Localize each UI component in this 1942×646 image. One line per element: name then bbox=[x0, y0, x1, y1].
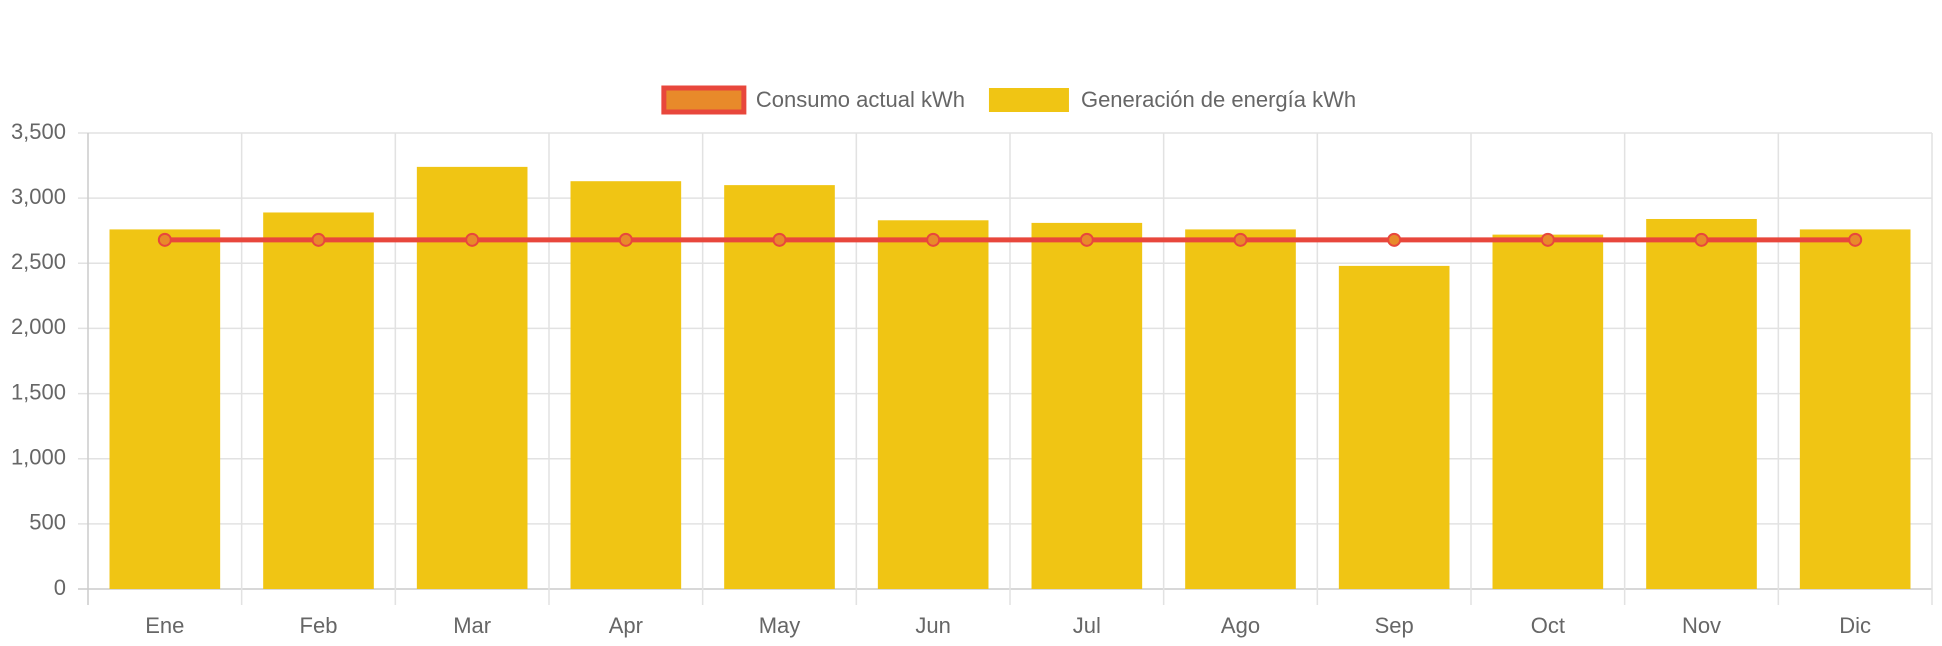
x-tick-label: Feb bbox=[300, 613, 338, 638]
x-tick-label: Jun bbox=[915, 613, 950, 638]
bar bbox=[1185, 229, 1296, 589]
line-point bbox=[926, 232, 941, 247]
bar bbox=[1492, 234, 1604, 589]
bar bbox=[1799, 229, 1911, 589]
line-point bbox=[1233, 232, 1248, 247]
bar bbox=[877, 220, 989, 589]
y-tick-label: 1,500 bbox=[11, 379, 66, 404]
x-tick-label: Oct bbox=[1531, 613, 1565, 638]
bar bbox=[570, 181, 682, 589]
bar bbox=[109, 229, 221, 589]
line-point bbox=[1694, 232, 1709, 247]
y-tick-label: 1,000 bbox=[11, 445, 66, 470]
bar bbox=[1338, 265, 1450, 589]
bar bbox=[263, 212, 374, 589]
x-tick-label: Mar bbox=[453, 613, 491, 638]
x-tick-label: Sep bbox=[1375, 613, 1414, 638]
y-tick-label: 0 bbox=[54, 575, 66, 600]
line-point bbox=[1848, 232, 1863, 247]
y-tick-label: 2,000 bbox=[11, 314, 66, 339]
bar bbox=[1031, 222, 1143, 589]
line-point bbox=[1540, 232, 1555, 247]
x-tick-label: Nov bbox=[1682, 613, 1721, 638]
y-tick-label: 2,500 bbox=[11, 249, 66, 274]
bar bbox=[724, 185, 835, 589]
line-point bbox=[465, 232, 480, 247]
x-tick-label: May bbox=[759, 613, 801, 638]
legend-label: Consumo actual kWh bbox=[756, 87, 965, 112]
line-point bbox=[1387, 232, 1402, 247]
y-tick-label: 3,000 bbox=[11, 184, 66, 209]
bar bbox=[416, 166, 528, 590]
x-tick-label: Ago bbox=[1221, 613, 1260, 638]
x-tick-label: Apr bbox=[609, 613, 643, 638]
line-point bbox=[1079, 232, 1094, 247]
legend-swatch bbox=[661, 85, 747, 115]
legend-label: Generación de energía kWh bbox=[1081, 87, 1356, 112]
x-tick-label: Dic bbox=[1839, 613, 1871, 638]
x-tick-label: Ene bbox=[145, 613, 184, 638]
legend-swatch bbox=[988, 88, 1069, 112]
y-tick-label: 500 bbox=[29, 510, 66, 535]
line-point bbox=[618, 232, 633, 247]
line-point bbox=[157, 232, 172, 247]
line-point bbox=[311, 232, 326, 247]
line-point bbox=[772, 232, 787, 247]
bar bbox=[1646, 218, 1757, 589]
y-tick-label: 3,500 bbox=[11, 119, 66, 144]
x-tick-label: Jul bbox=[1073, 613, 1101, 638]
